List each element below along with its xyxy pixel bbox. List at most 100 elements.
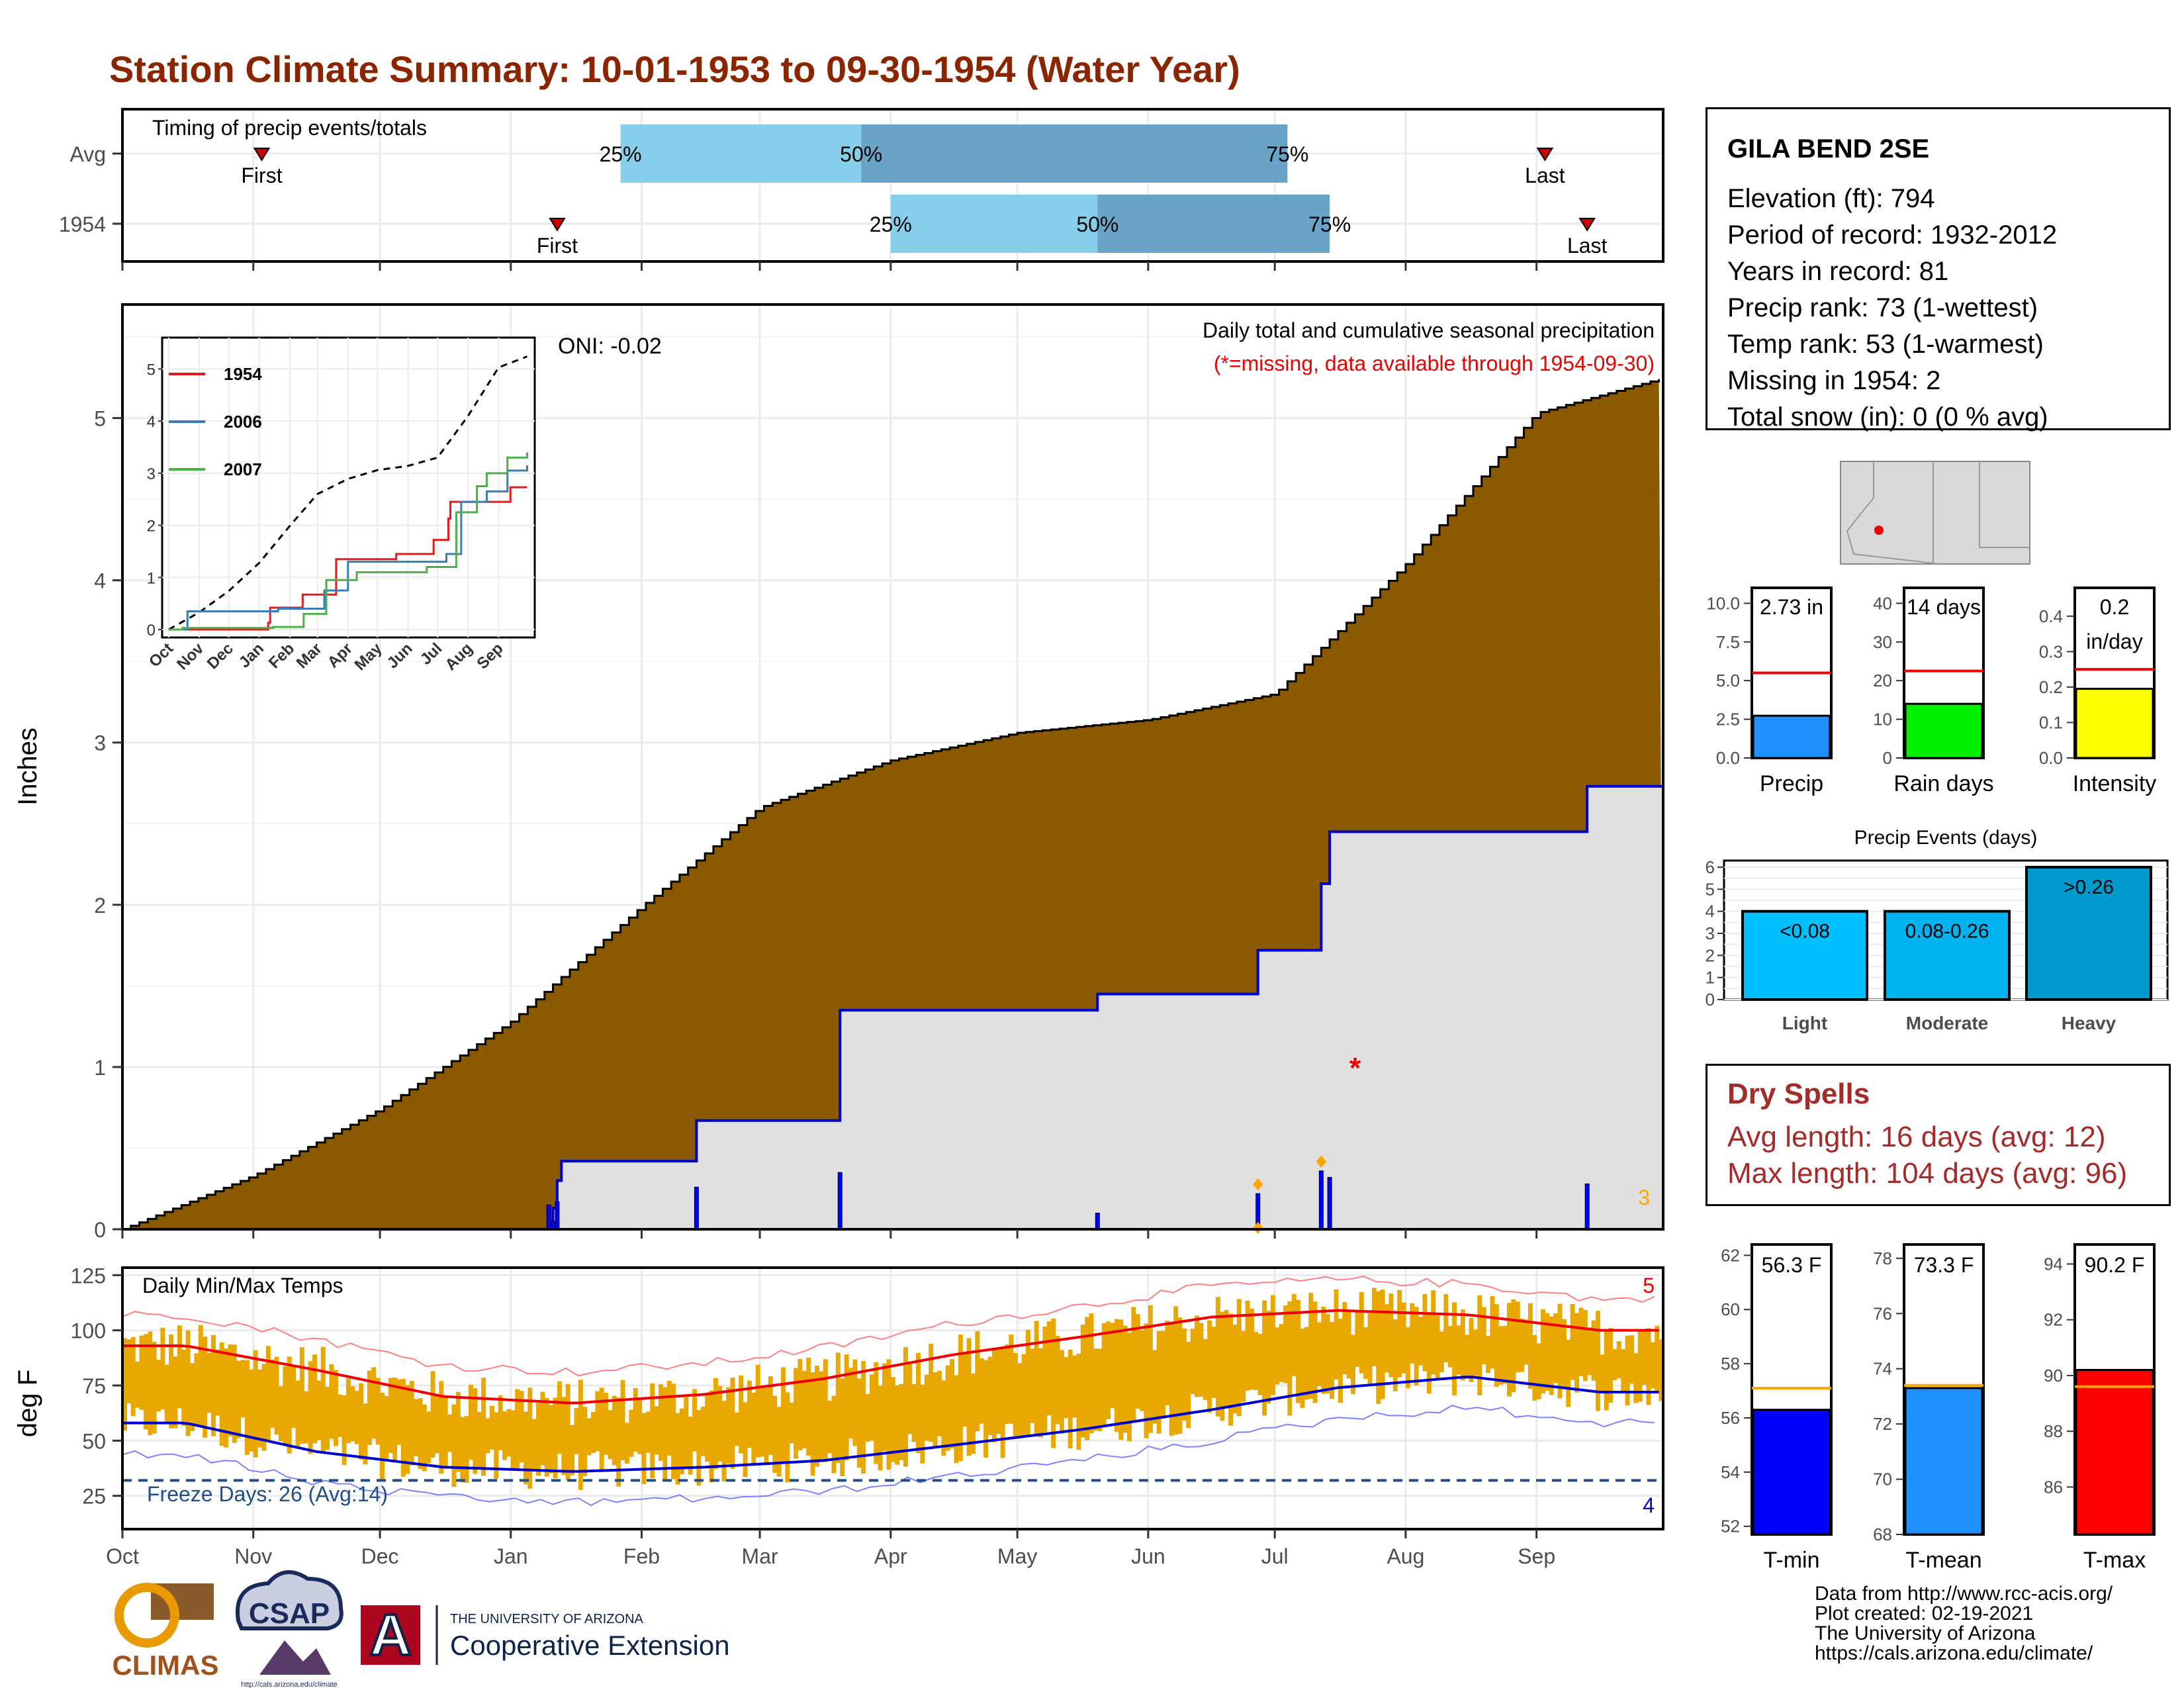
temps-xtick-label: Jul: [1261, 1544, 1289, 1568]
temp-daily-bar: [835, 1352, 841, 1463]
temp-daily-bar: [122, 1338, 127, 1431]
csap-mountains: [259, 1640, 331, 1675]
temp-daily-bar: [739, 1375, 744, 1454]
temp-daily-bar: [206, 1352, 212, 1413]
map-state-borders: [1846, 461, 2030, 565]
temp-daily-bar: [604, 1393, 609, 1455]
temp-daily-bar: [228, 1344, 233, 1436]
temp-daily-bar: [1650, 1342, 1655, 1389]
tgauge-bar: [1752, 1409, 1831, 1536]
temp-daily-bar: [232, 1344, 237, 1443]
temp-daily-bar: [1452, 1302, 1457, 1395]
temps-ytick-label: 50: [82, 1429, 106, 1453]
temp-daily-bar: [375, 1378, 381, 1445]
temp-daily-bar: [1338, 1319, 1343, 1403]
temp-daily-bar: [1283, 1305, 1288, 1383]
temp-daily-bar: [671, 1383, 676, 1479]
temps-xtick-label: Dec: [361, 1544, 399, 1568]
temp-daily-bar: [261, 1364, 267, 1451]
temp-daily-bar: [135, 1362, 140, 1408]
temp-daily-bar: [1211, 1326, 1216, 1399]
temps-xtick-label: Sep: [1518, 1544, 1555, 1568]
temp-daily-bar: [1351, 1335, 1355, 1395]
temp-daily-bar: [662, 1387, 668, 1481]
temp-daily-bar: [654, 1406, 659, 1455]
temp-daily-bar: [1507, 1303, 1512, 1397]
temp-daily-bar: [1477, 1295, 1482, 1395]
temp-daily-bar: [1621, 1349, 1626, 1391]
temps-xtick-label: Feb: [623, 1544, 660, 1568]
precip-frame: [121, 303, 1664, 1231]
dry-spells-title: Dry Spells: [1727, 1078, 1870, 1110]
temp-daily-bar: [1342, 1301, 1347, 1375]
credit-plot-date: Plot created: 02-19-2021: [1815, 1603, 2034, 1624]
page-title: Station Climate Summary: 10-01-1953 to 0…: [109, 48, 1240, 90]
temp-daily-bar: [962, 1352, 968, 1427]
temp-daily-bar: [299, 1347, 304, 1444]
temps-xtick-label: May: [997, 1544, 1037, 1568]
temp-daily-bar: [485, 1418, 490, 1454]
temp-daily-bar: [1161, 1331, 1165, 1419]
csap-logo-text: CSAP: [249, 1597, 330, 1630]
event-bar: [2025, 866, 2152, 1001]
temp-gauges: 56.3 F 52 54 56 58 60 62 T-min 73.3 F 68 70 72 74 76 7…: [1721, 1243, 2156, 1573]
temp-daily-bar: [1181, 1328, 1187, 1421]
temp-daily-bar: [819, 1371, 824, 1461]
gauge-ytick-label: 10: [1873, 710, 1892, 729]
last-marker: [1536, 148, 1554, 162]
temp-daily-bar: [304, 1391, 309, 1444]
tgauge-ytick-label: 72: [1873, 1414, 1892, 1434]
temp-daily-bar: [688, 1417, 693, 1475]
extreme-marker: [1316, 1155, 1327, 1168]
credit-url: https://cals.arizona.edu/climate/: [1815, 1642, 2093, 1664]
temp-daily-bar: [815, 1366, 819, 1467]
precip-ylabel: Inches: [13, 727, 42, 806]
temps-ytick-label: 100: [71, 1319, 106, 1343]
temp-daily-bar: [422, 1404, 427, 1472]
ua-logo-block: [361, 1605, 420, 1665]
temp-daily-bar: [1291, 1293, 1297, 1376]
temp-daily-bar: [987, 1356, 993, 1435]
events-ytick-label: 1: [1706, 968, 1715, 988]
temp-daily-bar: [692, 1389, 698, 1452]
temp-daily-bar: [1367, 1313, 1373, 1386]
tgauge-ytick-label: 90: [2044, 1366, 2063, 1385]
temps-xtick-label: Jan: [494, 1544, 528, 1568]
temp-daily-bar: [388, 1378, 393, 1454]
timing-row-label: Avg: [69, 142, 106, 166]
temps-title: Daily Min/Max Temps: [142, 1274, 343, 1297]
temp-daily-bar: [1545, 1313, 1550, 1391]
temp-daily-bar: [1186, 1341, 1191, 1429]
temp-daily-bar: [1486, 1336, 1491, 1374]
temp-daily-bar: [848, 1368, 854, 1438]
temp-daily-bar: [599, 1387, 604, 1472]
gauge-value-label: 2.73 in: [1760, 595, 1823, 619]
temp-daily-bar: [1418, 1316, 1424, 1366]
temp-daily-bar: [1101, 1323, 1107, 1428]
temp-daily-bar: [645, 1411, 651, 1453]
gauge-ytick-label: 5.0: [1716, 671, 1740, 690]
tgauge-bar: [1904, 1387, 1983, 1536]
temp-daily-bar: [1106, 1321, 1111, 1419]
avg-min-temp-line: [122, 1376, 1659, 1473]
temp-daily-bar: [751, 1393, 756, 1466]
gauge-bar: [2075, 688, 2154, 759]
temp-daily-bar: [338, 1394, 343, 1437]
temp-daily-bar: [574, 1408, 579, 1454]
avg-cumulative-outline: [122, 379, 1661, 1231]
temp-daily-bar: [502, 1411, 508, 1460]
temp-daily-bar: [1392, 1319, 1398, 1391]
precip-events-chart: Precip Events (days) <0.08 Light 0.08-0.26 M…: [1706, 827, 2169, 1033]
gauge-ytick-label: 0.2: [2039, 677, 2063, 697]
temp-daily-bar: [726, 1387, 731, 1464]
inset-series-line: [169, 452, 529, 631]
timing-bar-lower: [620, 124, 862, 183]
temp-daily-bar: [1059, 1350, 1064, 1434]
temp-daily-bar: [1385, 1304, 1390, 1373]
temp-daily-bar: [531, 1419, 537, 1471]
daily-precip-bar: [555, 1201, 560, 1230]
temp-daily-bar: [346, 1378, 351, 1444]
temp-daily-bar: [1135, 1314, 1140, 1409]
timing-panel: 25% 50% 75% First Last Avg 25% 50% 75% First Last 1…: [59, 108, 1664, 271]
